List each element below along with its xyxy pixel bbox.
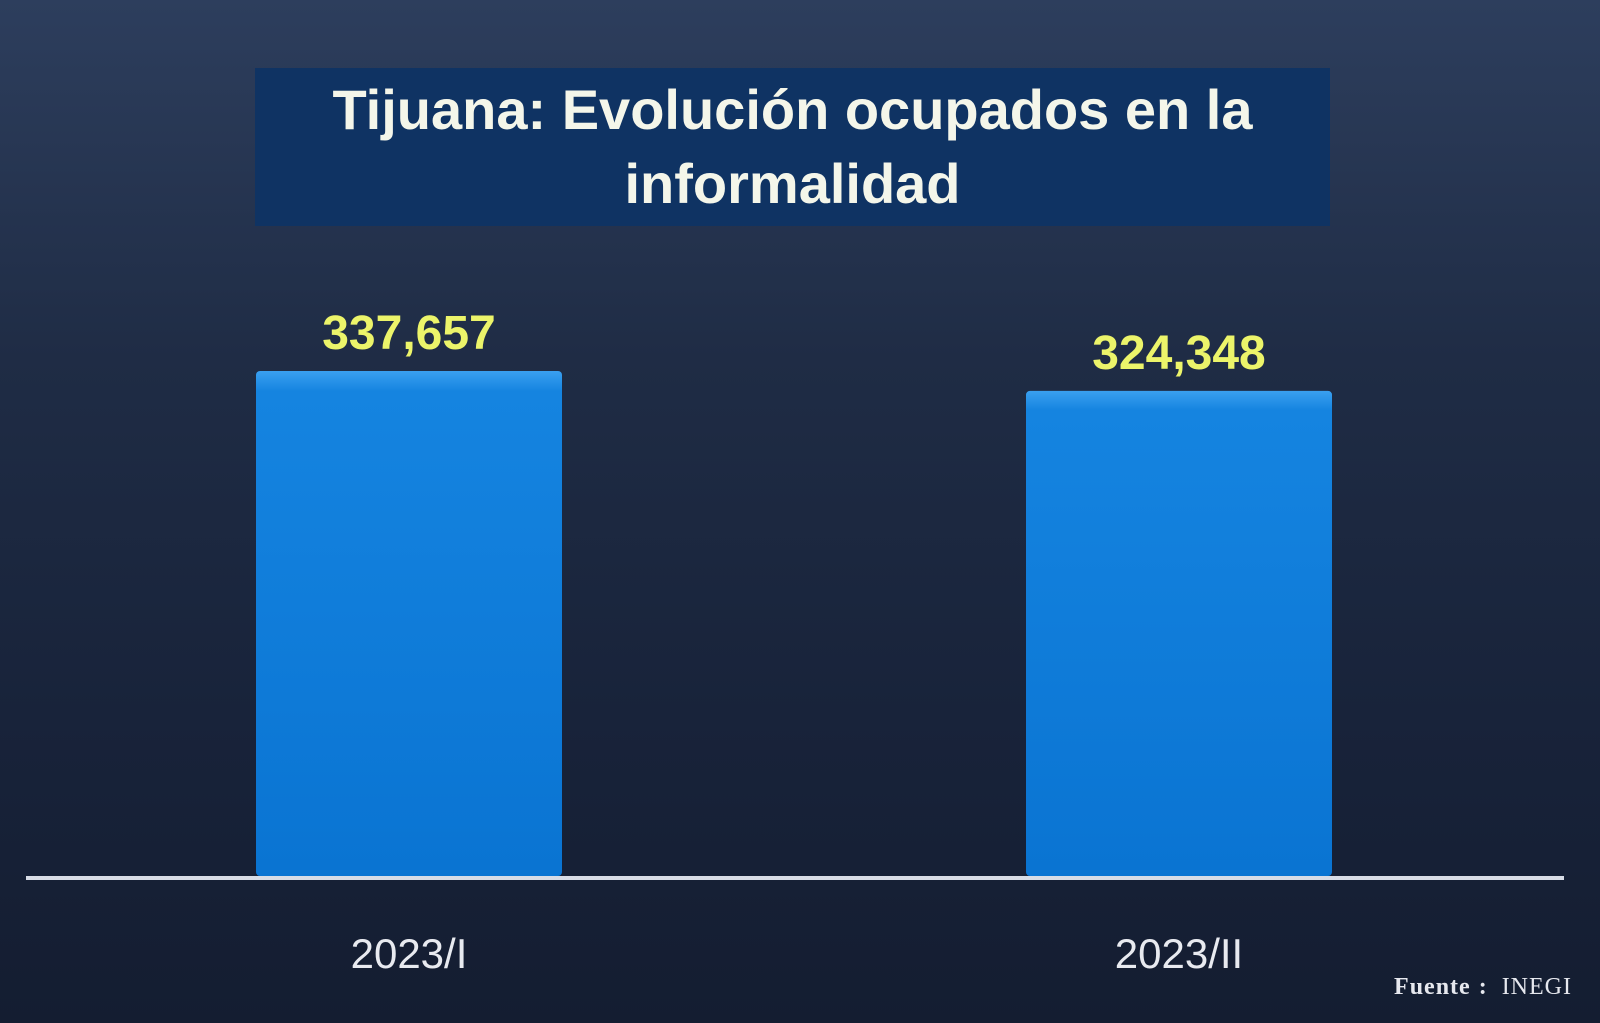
data-label-2: 324,348: [1092, 327, 1266, 380]
labels-layer: 337,657 2023/I 324,348 2023/II: [322, 307, 1266, 977]
x-tick-label-1: 2023/I: [351, 930, 468, 977]
x-tick-label-2: 2023/II: [1115, 930, 1243, 977]
source-separator: :: [1478, 974, 1488, 1000]
source-org: INEGI: [1501, 974, 1572, 1000]
source-note: Fuente: INEGI: [1394, 974, 1572, 1001]
chart-title: Tijuana: Evolución ocupados en la inform…: [332, 78, 1253, 215]
bars-layer: [256, 370, 1332, 876]
data-label-1: 337,657: [322, 307, 496, 360]
source-label: Fuente: [1394, 974, 1471, 1000]
bar-2: [1026, 390, 1332, 876]
chart-title-box: Tijuana: Evolución ocupados en la inform…: [255, 68, 1330, 226]
bar-1: [256, 370, 562, 876]
